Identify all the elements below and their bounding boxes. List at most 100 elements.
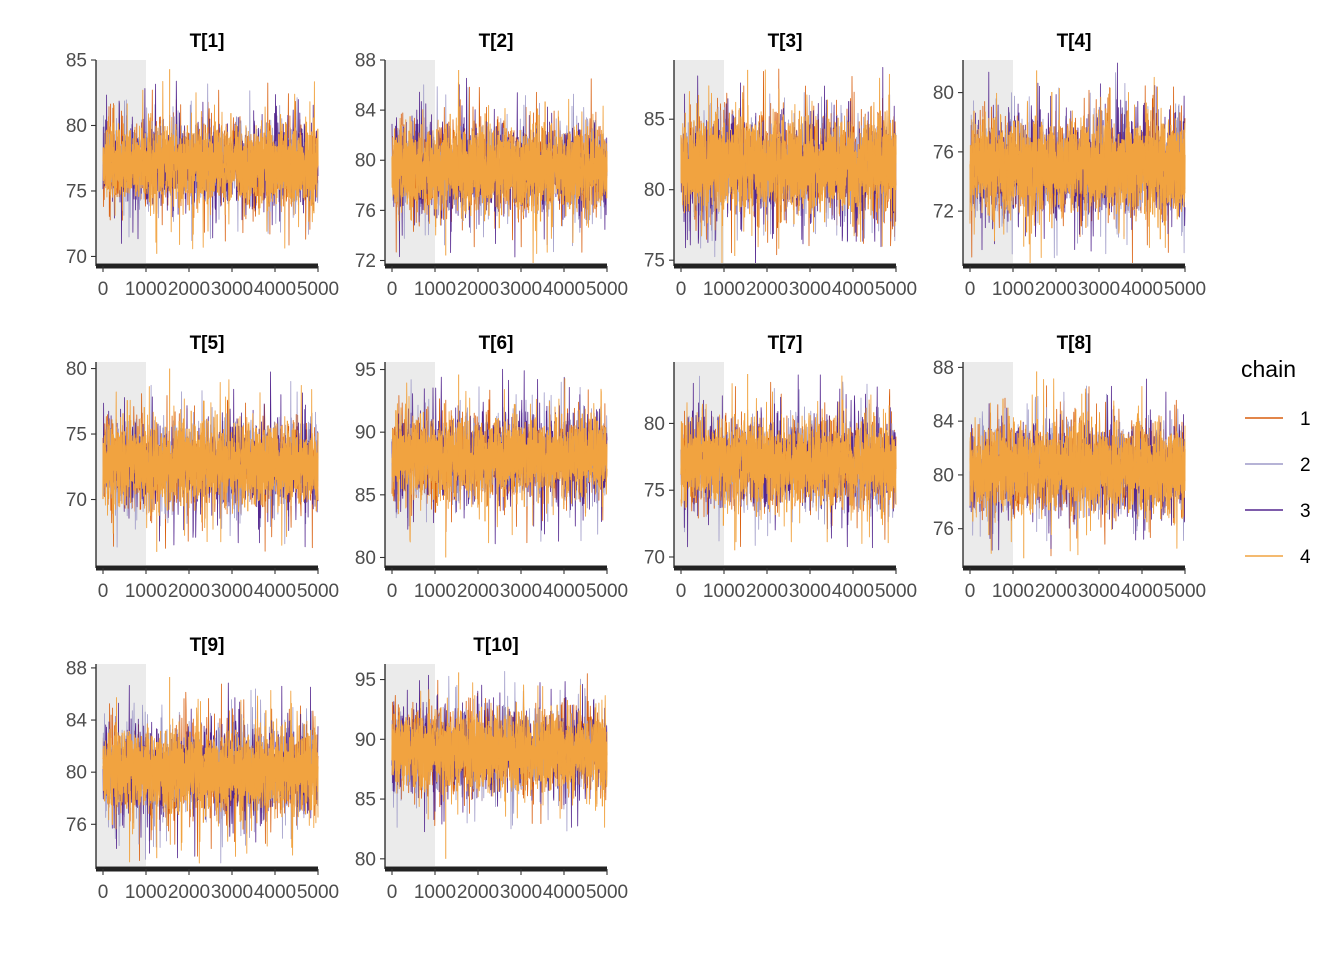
y-tick-label: 85 [644,110,665,131]
x-tick-label: 5000 [297,581,339,602]
x-tick-label: 5000 [297,882,339,903]
panel-title: T[6] [479,333,514,354]
legend-label: 2 [1300,455,1311,476]
x-tick-label: 4000 [254,882,296,903]
trace-chain-4-core [969,398,1186,536]
x-tick-label: 3000 [789,581,831,602]
trace-lines [680,374,897,551]
legend-item-chain-3: 3 [1245,501,1311,522]
y-tick-label: 80 [644,180,665,201]
panel-T5: T[5] 70 75 80 0 1000 2000 3000 4000 5000 [66,333,339,602]
panel-T4: T[4] 72 76 80 0 1000 2000 3000 4000 5000 [933,31,1206,300]
x-tick-label: 0 [387,279,398,300]
x-tick-label: 4000 [543,279,585,300]
x-tick-label: 3000 [211,279,253,300]
x-tick-label: 2000 [457,279,499,300]
x-tick-label: 0 [676,279,687,300]
x-tick-label: 4000 [254,581,296,602]
panel-title: T[4] [1057,31,1092,52]
panel-T3: T[3] 75 80 85 0 1000 2000 3000 4000 5000 [644,31,917,300]
y-tick-label: 75 [644,251,665,272]
panel-title: T[10] [473,635,518,656]
y-tick-label: 90 [355,423,376,444]
y-tick-label: 72 [355,251,376,272]
x-tick-label: 3000 [211,581,253,602]
legend-item-chain-1: 1 [1245,409,1311,430]
y-tick-label: 70 [66,490,87,511]
y-tick-label: 95 [355,670,376,691]
x-tick-label: 2000 [457,882,499,903]
x-tick-label: 1000 [414,279,456,300]
panel-title: T[9] [190,635,225,656]
trace-lines [969,62,1186,263]
x-tick-label: 4000 [832,581,874,602]
panel-T10: T[10] 80 85 90 95 0 1000 2000 3000 4000 5000 [355,635,628,903]
trace-chain-4-core [102,113,319,215]
x-tick-label: 1000 [992,581,1034,602]
y-tick-label: 75 [66,181,87,202]
y-tick-label: 90 [355,730,376,751]
y-tick-label: 80 [355,849,376,870]
y-tick-label: 85 [355,485,376,506]
y-tick-label: 72 [933,202,954,223]
y-tick-label: 84 [66,711,88,732]
trace-lines [680,67,897,263]
panel-T2: T[2] 72 76 80 84 88 0 1000 2000 3000 4000 5000 [355,31,628,300]
trace-chain-4-core [102,718,319,830]
x-tick-label: 3000 [500,581,542,602]
y-tick-label: 76 [355,201,376,222]
x-tick-label: 5000 [586,279,628,300]
x-tick-label: 5000 [1164,279,1206,300]
x-tick-label: 5000 [586,581,628,602]
x-tick-label: 1000 [125,882,167,903]
y-tick-label: 85 [355,790,376,811]
y-tick-label: 95 [355,360,376,381]
trace-chain-4-core [391,698,608,807]
panel-title: T[1] [190,31,225,52]
x-tick-label: 4000 [1121,279,1163,300]
x-tick-label: 5000 [297,279,339,300]
x-tick-label: 2000 [457,581,499,602]
legend-items: 1 2 3 4 [1245,409,1311,568]
trace-lines [102,368,319,552]
x-tick-label: 5000 [875,279,917,300]
panel-T8: T[8] 76 80 84 88 0 1000 2000 3000 4000 5000 [933,333,1206,602]
x-tick-label: 1000 [125,279,167,300]
x-tick-label: 1000 [703,581,745,602]
x-tick-label: 4000 [832,279,874,300]
x-tick-label: 0 [98,581,109,602]
y-tick-label: 80 [933,83,954,104]
legend: chain 1 2 3 4 [1241,356,1311,568]
trace-chain-4-core [680,412,897,526]
legend-item-chain-4: 4 [1245,547,1311,568]
x-tick-label: 2000 [168,279,210,300]
x-tick-label: 3000 [500,882,542,903]
x-tick-label: 0 [387,581,398,602]
x-tick-label: 1000 [992,279,1034,300]
legend-label: 3 [1300,501,1311,522]
y-tick-label: 76 [933,142,954,163]
x-tick-label: 2000 [1035,279,1077,300]
x-tick-label: 0 [98,882,109,903]
y-tick-label: 70 [644,547,665,568]
trace-chain-4-core [391,403,608,522]
y-tick-label: 80 [355,548,376,569]
x-tick-label: 4000 [543,581,585,602]
x-tick-label: 2000 [168,882,210,903]
x-tick-label: 3000 [1078,581,1120,602]
x-tick-label: 1000 [703,279,745,300]
y-tick-label: 75 [66,425,87,446]
x-tick-label: 2000 [746,581,788,602]
panel-title: T[3] [768,31,803,52]
trace-lines [102,69,319,254]
x-tick-label: 2000 [746,279,788,300]
legend-title: chain [1241,356,1296,382]
x-tick-label: 0 [676,581,687,602]
legend-item-chain-2: 2 [1245,455,1311,476]
x-tick-label: 1000 [125,581,167,602]
y-tick-label: 80 [66,116,87,137]
x-tick-label: 5000 [586,882,628,903]
y-tick-label: 88 [355,51,376,72]
